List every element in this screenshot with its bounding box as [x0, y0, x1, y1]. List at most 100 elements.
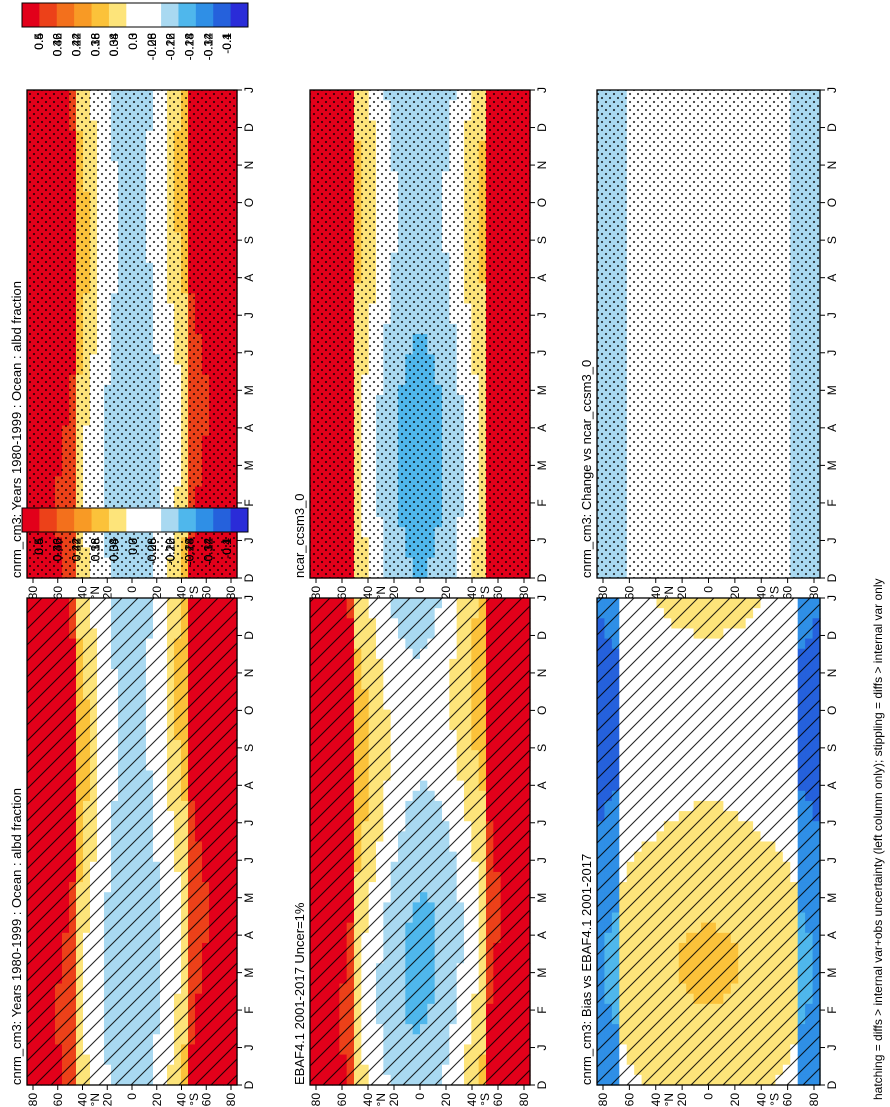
- colorbar-label: 0: [126, 33, 140, 40]
- colorbar-label: -0.32: [201, 33, 215, 61]
- colorbar-label: 0.1: [220, 33, 234, 50]
- y-tick-label: 40: [361, 586, 375, 600]
- colorbar-label: 0.42: [70, 33, 84, 57]
- lat-axis-label: °N: [374, 586, 388, 599]
- y-tick-label: 0: [125, 586, 139, 593]
- colorbar-label: 0.32: [51, 33, 65, 57]
- colorbar-5: 0.4 0.32 0.24 0.16 0.08 0 -0.08 -0.16 -0.24 -0.32…: [21, 2, 249, 61]
- panel-0: 80 60 40 20 0 20 40 60 80°N °SDJFMAMJJASONDJcnrm_…: [9, 595, 256, 1106]
- x-tick-label: D: [535, 573, 549, 582]
- colorbar-label: 0.42: [70, 33, 84, 57]
- x-tick-label: F: [825, 499, 839, 506]
- y-tick-label: 20: [387, 586, 401, 600]
- colorbar-label: 0.18: [183, 33, 197, 57]
- x-tick-label: M: [242, 460, 256, 470]
- colorbar-label: 0.46: [51, 33, 65, 57]
- x-tick-label: A: [242, 274, 256, 282]
- colorbar-swatch: [108, 3, 127, 27]
- lat-axis-label: °N: [88, 586, 102, 599]
- x-tick-label: J: [535, 350, 549, 356]
- colorbar-label: 0.14: [201, 33, 215, 57]
- y-tick-label: 80: [224, 586, 238, 600]
- colorbar-swatch: [56, 3, 75, 27]
- colorbar-label: 0.38: [88, 33, 102, 57]
- x-tick-label: A: [825, 424, 839, 432]
- colorbar-label: 0.46: [51, 33, 65, 57]
- panel-3: 80 60 40 20 0 20 40 60 80°N °SDJFMAMJJASONDJncar_…: [292, 87, 549, 599]
- colorbar-frame: [21, 2, 249, 28]
- y-tick-label: 80: [26, 586, 40, 600]
- y-tick-label: 80: [807, 586, 821, 600]
- x-tick-label: M: [535, 460, 549, 470]
- colorbar-swatch: [161, 3, 179, 27]
- colorbar-label: -0.24: [183, 33, 197, 61]
- x-tick-label: A: [825, 274, 839, 282]
- x-tick-label: D: [242, 123, 256, 132]
- y-tick-label: 60: [622, 586, 636, 600]
- y-tick-label: 80: [309, 586, 323, 600]
- y-tick-label: 20: [100, 586, 114, 600]
- x-tick-label: O: [242, 198, 256, 207]
- x-tick-label: N: [825, 161, 839, 170]
- y-tick-label: 20: [675, 586, 689, 600]
- x-tick-label: J: [242, 312, 256, 318]
- y-tick-label: 60: [51, 586, 65, 600]
- panel-title: cnrm_cm3: Change vs ncar_ccsm3_0: [579, 360, 594, 578]
- x-tick-label: D: [825, 123, 839, 132]
- colorbar-swatch: [213, 3, 232, 27]
- stippling-overlay: [27, 90, 237, 578]
- y-tick-label: 60: [199, 586, 213, 600]
- colorbar-label: 0.34: [107, 33, 121, 57]
- colorbar-label: -0.16: [164, 33, 178, 61]
- x-tick-label: J: [825, 350, 839, 356]
- y-tick-label: 20: [728, 586, 742, 600]
- y-tick-label: 0: [413, 586, 427, 593]
- colorbar-label: 0.5: [32, 33, 46, 50]
- x-tick-label: S: [242, 236, 256, 244]
- x-tick-label: D: [535, 123, 549, 132]
- colorbar-swatch: [74, 3, 92, 27]
- x-tick-label: J: [242, 87, 256, 93]
- colorbar-label: 0.24: [70, 33, 84, 57]
- x-tick-label: N: [535, 161, 549, 170]
- colorbar-swatch: [195, 3, 214, 27]
- x-tick-label: S: [535, 236, 549, 244]
- x-tick-label: J: [242, 350, 256, 356]
- x-tick-label: N: [242, 161, 256, 170]
- y-tick-label: 40: [175, 586, 189, 600]
- colorbar-swatch: [178, 3, 197, 27]
- colorbar-swatch: [126, 3, 145, 27]
- stippling-overlay: [310, 90, 530, 578]
- colorbar-swatch: [143, 3, 162, 27]
- x-tick-label: D: [242, 573, 256, 582]
- x-tick-label: J: [825, 312, 839, 318]
- x-tick-label: J: [825, 537, 839, 543]
- lat-axis-label: °S: [767, 586, 781, 599]
- panel-5: 80 60 40 20 0 20 40 60 80°N °SDJFMAMJJASONDJcnrm_…: [579, 87, 839, 599]
- lat-axis-label: °S: [478, 586, 492, 599]
- colorbar-label: 0.4: [32, 33, 46, 50]
- x-tick-label: M: [242, 385, 256, 395]
- colorbar-label: 0.3: [126, 33, 140, 50]
- panel-title: ncar_ccsm3_0: [292, 493, 307, 578]
- x-tick-label: A: [242, 424, 256, 432]
- colorbar-label: 0.34: [107, 33, 121, 57]
- x-tick-label: A: [535, 424, 549, 432]
- x-tick-label: F: [535, 499, 549, 506]
- colorbar-label: 0.16: [88, 33, 102, 57]
- x-tick-label: M: [825, 460, 839, 470]
- y-tick-label: 0: [702, 586, 716, 593]
- stippling-overlay: [597, 90, 820, 578]
- colorbar-label: 0.14: [201, 33, 215, 57]
- y-tick-label: 40: [754, 586, 768, 600]
- colorbar-swatch: [91, 3, 110, 27]
- x-tick-label: F: [242, 499, 256, 506]
- x-tick-label: J: [535, 312, 549, 318]
- x-tick-label: A: [535, 274, 549, 282]
- y-tick-label: 40: [465, 586, 479, 600]
- lat-axis-label: °S: [187, 586, 201, 599]
- x-tick-label: M: [825, 385, 839, 395]
- colorbar-label: -0.4: [220, 33, 234, 54]
- colorbar-label: 0.22: [164, 33, 178, 57]
